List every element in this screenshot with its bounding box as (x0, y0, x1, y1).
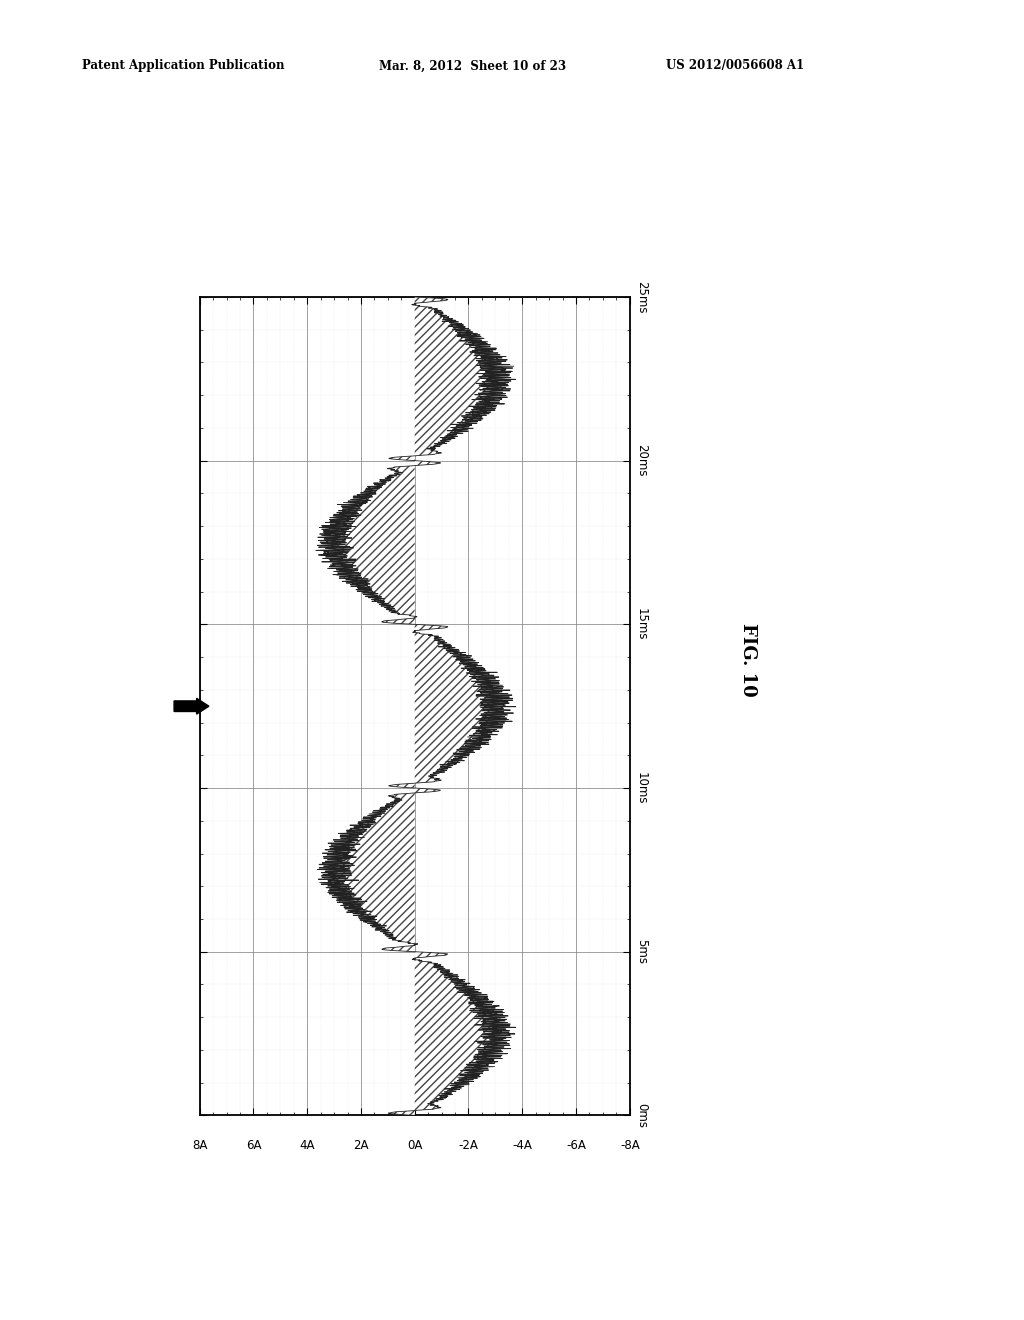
Text: 0A: 0A (407, 1139, 423, 1152)
Text: 25ms: 25ms (635, 281, 648, 313)
Text: -4A: -4A (512, 1139, 532, 1152)
Text: 10ms: 10ms (635, 772, 648, 804)
Text: Mar. 8, 2012  Sheet 10 of 23: Mar. 8, 2012 Sheet 10 of 23 (379, 59, 566, 73)
Text: 8A: 8A (191, 1139, 208, 1152)
Text: 20ms: 20ms (635, 445, 648, 477)
Text: Patent Application Publication: Patent Application Publication (82, 59, 285, 73)
Text: 4A: 4A (299, 1139, 315, 1152)
Text: 6A: 6A (246, 1139, 261, 1152)
Text: -6A: -6A (566, 1139, 586, 1152)
Text: 5ms: 5ms (635, 940, 648, 964)
Text: FIG. 10: FIG. 10 (738, 623, 757, 697)
Text: -8A: -8A (620, 1139, 640, 1152)
Text: 15ms: 15ms (635, 609, 648, 640)
Text: 0ms: 0ms (635, 1104, 648, 1127)
Text: -2A: -2A (459, 1139, 478, 1152)
Text: US 2012/0056608 A1: US 2012/0056608 A1 (666, 59, 804, 73)
Text: 2A: 2A (353, 1139, 369, 1152)
